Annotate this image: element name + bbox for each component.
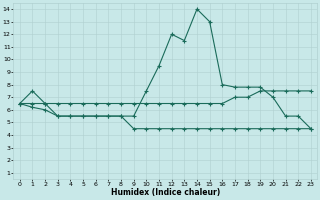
X-axis label: Humidex (Indice chaleur): Humidex (Indice chaleur) <box>111 188 220 197</box>
